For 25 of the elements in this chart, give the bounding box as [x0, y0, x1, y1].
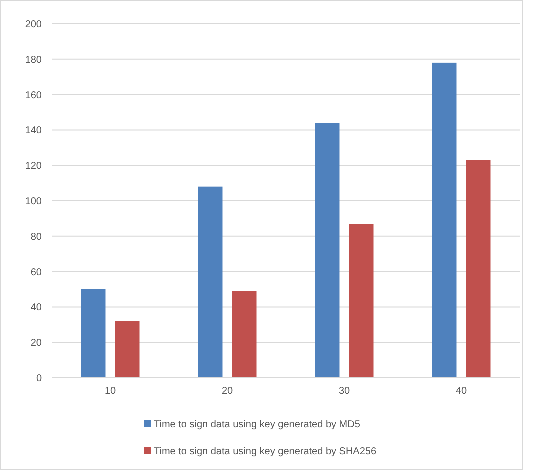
y-tick-label: 100: [25, 196, 42, 208]
bar: [115, 321, 140, 378]
legend-label: Time to sign data using key generated by SHA256: [154, 446, 377, 458]
bar: [81, 290, 106, 378]
y-tick-label: 140: [25, 126, 42, 137]
bar: [232, 291, 257, 378]
y-tick-label: 40: [30, 302, 42, 314]
y-tick-label: 60: [30, 267, 42, 278]
y-tick-label: 0: [36, 374, 42, 384]
legend-label: Time to sign data using key generated by MD5: [154, 420, 361, 430]
y-tick-label: 200: [25, 20, 42, 30]
x-tick-label: 40: [456, 386, 468, 397]
bar: [315, 123, 340, 378]
bar: [466, 160, 491, 378]
bar: [349, 224, 374, 378]
y-tick-label: 180: [25, 54, 42, 66]
y-tick-label: 80: [30, 232, 42, 243]
y-tick-label: 120: [25, 161, 42, 172]
x-tick-label: 20: [222, 386, 234, 397]
x-tick-label: 30: [338, 386, 350, 397]
y-tick-label: 160: [25, 90, 42, 102]
y-tick-label: 20: [30, 338, 42, 350]
bar: [432, 62, 457, 378]
bar: [198, 186, 223, 378]
x-tick-label: 10: [104, 386, 116, 397]
